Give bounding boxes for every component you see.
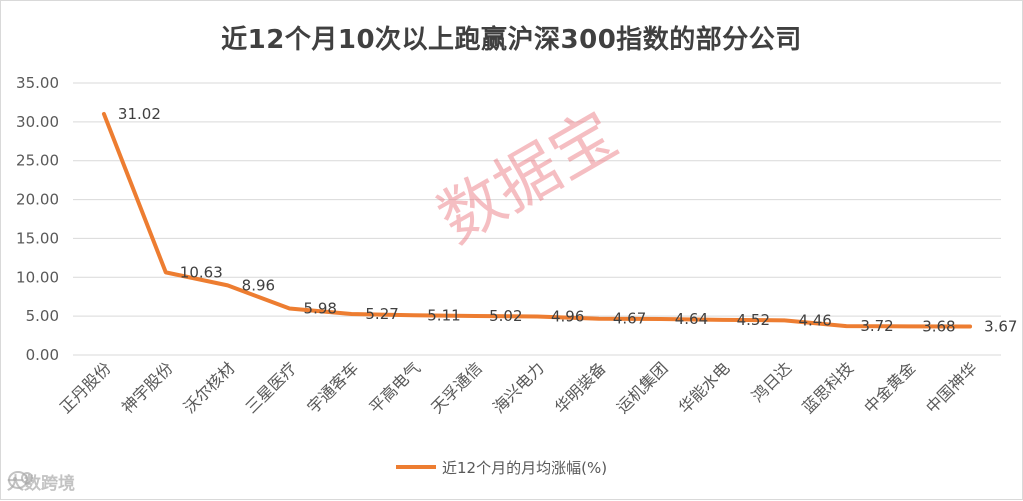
x-tick-label: 天孚通信 (427, 358, 486, 417)
data-label: 3.68 (922, 317, 955, 335)
y-tick-label: 5.00 (26, 307, 59, 325)
x-tick-label: 中国神华 (922, 358, 981, 417)
x-tick-label: 鸿日达 (748, 358, 795, 405)
x-tick-label: 蓝思科技 (798, 358, 857, 417)
x-tick-label: 神宇股份 (118, 358, 177, 417)
y-tick-label: 30.00 (16, 113, 59, 131)
chart-title: 近12个月10次以上跑赢沪深300指数的部分公司 (221, 25, 802, 55)
y-tick-label: 25.00 (16, 152, 59, 170)
y-tick-label: 0.00 (26, 346, 59, 364)
data-label: 10.63 (180, 263, 223, 281)
x-tick-label: 海兴电力 (489, 358, 548, 417)
legend-label: 近12个月的月均涨幅(%) (442, 458, 608, 477)
series-line (101, 111, 973, 329)
data-label: 5.11 (427, 306, 460, 324)
y-tick-label: 20.00 (16, 191, 59, 209)
x-tick-label: 沃尔核材 (180, 358, 239, 417)
logo-text: 大数跨境 (7, 474, 75, 494)
y-tick-label: 35.00 (16, 74, 59, 92)
legend: 近12个月的月均涨幅(%) (396, 457, 607, 477)
data-label: 4.52 (737, 311, 770, 329)
data-label: 3.72 (860, 317, 893, 335)
x-tick-label: 三星医疗 (242, 358, 301, 417)
logo-icon (8, 471, 33, 489)
data-label: 4.64 (675, 310, 708, 328)
y-tick-label: 15.00 (16, 229, 59, 247)
data-label: 5.02 (489, 307, 522, 325)
data-label: 5.98 (304, 300, 337, 318)
x-tick-label: 华明装备 (551, 358, 610, 417)
data-label: 3.67 (984, 317, 1017, 335)
x-tick-label: 平高电气 (365, 358, 424, 417)
x-tick-label: 运机集团 (613, 358, 672, 417)
data-label: 4.46 (798, 311, 831, 329)
x-tick-label: 宇通客车 (304, 358, 363, 417)
logo: 大数跨境 (7, 469, 75, 494)
x-tick-label: 中金黄金 (860, 358, 919, 417)
data-label: 5.27 (365, 305, 398, 323)
data-label: 4.96 (551, 307, 584, 325)
data-label: 8.96 (242, 276, 275, 294)
data-label: 31.02 (118, 105, 161, 123)
x-tick-label: 华能水电 (675, 358, 734, 417)
x-tick-label: 正丹股份 (56, 358, 115, 417)
y-tick-label: 10.00 (16, 268, 59, 286)
data-label: 4.67 (613, 310, 646, 328)
legend-swatch (396, 465, 436, 469)
